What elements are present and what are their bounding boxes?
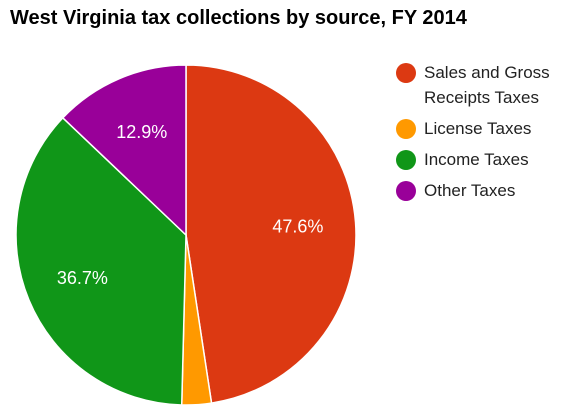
legend-label: Other Taxes bbox=[424, 181, 516, 200]
legend-label: Receipts Taxes bbox=[424, 88, 539, 107]
slice-label: 36.7% bbox=[57, 268, 108, 288]
legend-label: License Taxes bbox=[424, 119, 532, 138]
legend-item: Sales and Gross Receipts Taxes bbox=[396, 60, 576, 110]
slice-labels: 47.6% 36.7% 12.9% bbox=[57, 122, 324, 288]
slice-label: 12.9% bbox=[116, 122, 167, 142]
legend-swatch bbox=[396, 63, 416, 83]
legend-swatch bbox=[396, 181, 416, 201]
legend-swatch bbox=[396, 119, 416, 139]
pie-slice-income-taxes bbox=[15, 116, 187, 406]
pie-slice-sales-and-gross-receipts-taxes bbox=[185, 64, 357, 404]
legend-label: Sales and Gross bbox=[424, 63, 550, 82]
legend-label: Income Taxes bbox=[424, 150, 529, 169]
legend-swatch bbox=[396, 150, 416, 170]
chart-title: West Virginia tax collections by source,… bbox=[10, 7, 467, 29]
legend-item: Income Taxes bbox=[396, 147, 576, 172]
legend-item: Other Taxes bbox=[396, 178, 576, 203]
legend: Sales and Gross Receipts Taxes License Tax… bbox=[396, 60, 576, 209]
legend-item: License Taxes bbox=[396, 116, 576, 141]
slice-label: 47.6% bbox=[272, 217, 323, 237]
pie-slices bbox=[15, 64, 357, 406]
pie-slice-other-taxes bbox=[61, 64, 187, 237]
